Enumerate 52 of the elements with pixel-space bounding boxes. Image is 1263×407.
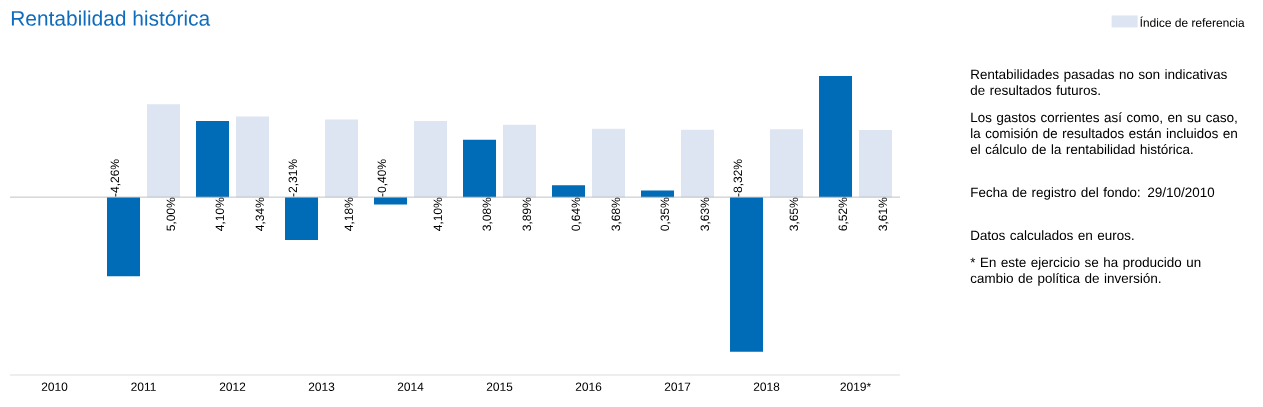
- text: Fecha de registro del fondo: 29/10/2010: [971, 187, 1215, 200]
- bar: [196, 120, 230, 198]
- bar: [730, 197, 764, 352]
- text: Los gastos corrientes así como, en su caso, la comisión de resultados están incluidos en el cálculo de la rentabilidad histórica.: [970, 112, 1237, 155]
- x-tick-label: 2013: [308, 382, 335, 391]
- data-label: -2,31%: [288, 159, 299, 197]
- data-label: 3,61%: [878, 197, 889, 231]
- x-tick-label: 2017: [664, 382, 691, 391]
- data-label: 6,52%: [838, 197, 849, 231]
- bar: [859, 130, 893, 198]
- data-label: 3,89%: [522, 197, 533, 231]
- data-label: -4,26%: [110, 159, 121, 197]
- x-tick-label: 2015: [486, 382, 513, 391]
- x-tick-label: 2011: [131, 382, 156, 391]
- bar: [770, 129, 804, 198]
- bar: [681, 129, 715, 198]
- data-label: -8,32%: [733, 159, 744, 197]
- bar: [236, 116, 270, 198]
- bar: [463, 139, 497, 198]
- x-tick-label: 2012: [219, 382, 246, 391]
- data-label: 0,35%: [660, 197, 671, 231]
- data-label: 0,64%: [571, 197, 582, 231]
- data-label: -0,40%: [377, 159, 388, 197]
- data-label: 4,34%: [255, 197, 266, 231]
- x-tick-label: 2016: [575, 382, 602, 391]
- data-label: 4,10%: [433, 197, 444, 231]
- x-tick-label: 2010: [41, 382, 68, 391]
- bar: [592, 128, 626, 198]
- bar: [147, 104, 181, 198]
- bar: [819, 75, 853, 198]
- bar: [374, 197, 408, 205]
- bar: [414, 120, 448, 198]
- data-label: 3,63%: [700, 197, 711, 231]
- text: * En este ejercicio se ha producido un cambio de política de inversión.: [970, 257, 1201, 286]
- chart-title: Rentabilidad histórica: [11, 10, 211, 26]
- data-label: 3,68%: [611, 197, 622, 231]
- text: Rentabilidades pasadas no son indicativas de resultados futuros.: [970, 69, 1227, 96]
- bar: [285, 197, 319, 241]
- text: Datos calculados en euros.: [971, 230, 1134, 241]
- data-label: 4,18%: [344, 197, 355, 231]
- x-tick-label: 2018: [753, 382, 780, 391]
- data-label: 3,08%: [482, 197, 493, 231]
- x-tick-label: 2014: [397, 382, 424, 391]
- bar: [503, 124, 537, 198]
- data-label: 3,65%: [789, 197, 800, 231]
- legend-label: Índice de referencia: [1140, 16, 1245, 27]
- bar: [107, 197, 141, 277]
- data-label: 4,10%: [215, 197, 226, 231]
- data-label: 5,00%: [166, 197, 177, 231]
- x-tick-label: 2019*: [840, 382, 871, 391]
- bar: [325, 119, 359, 198]
- bar: [552, 185, 586, 198]
